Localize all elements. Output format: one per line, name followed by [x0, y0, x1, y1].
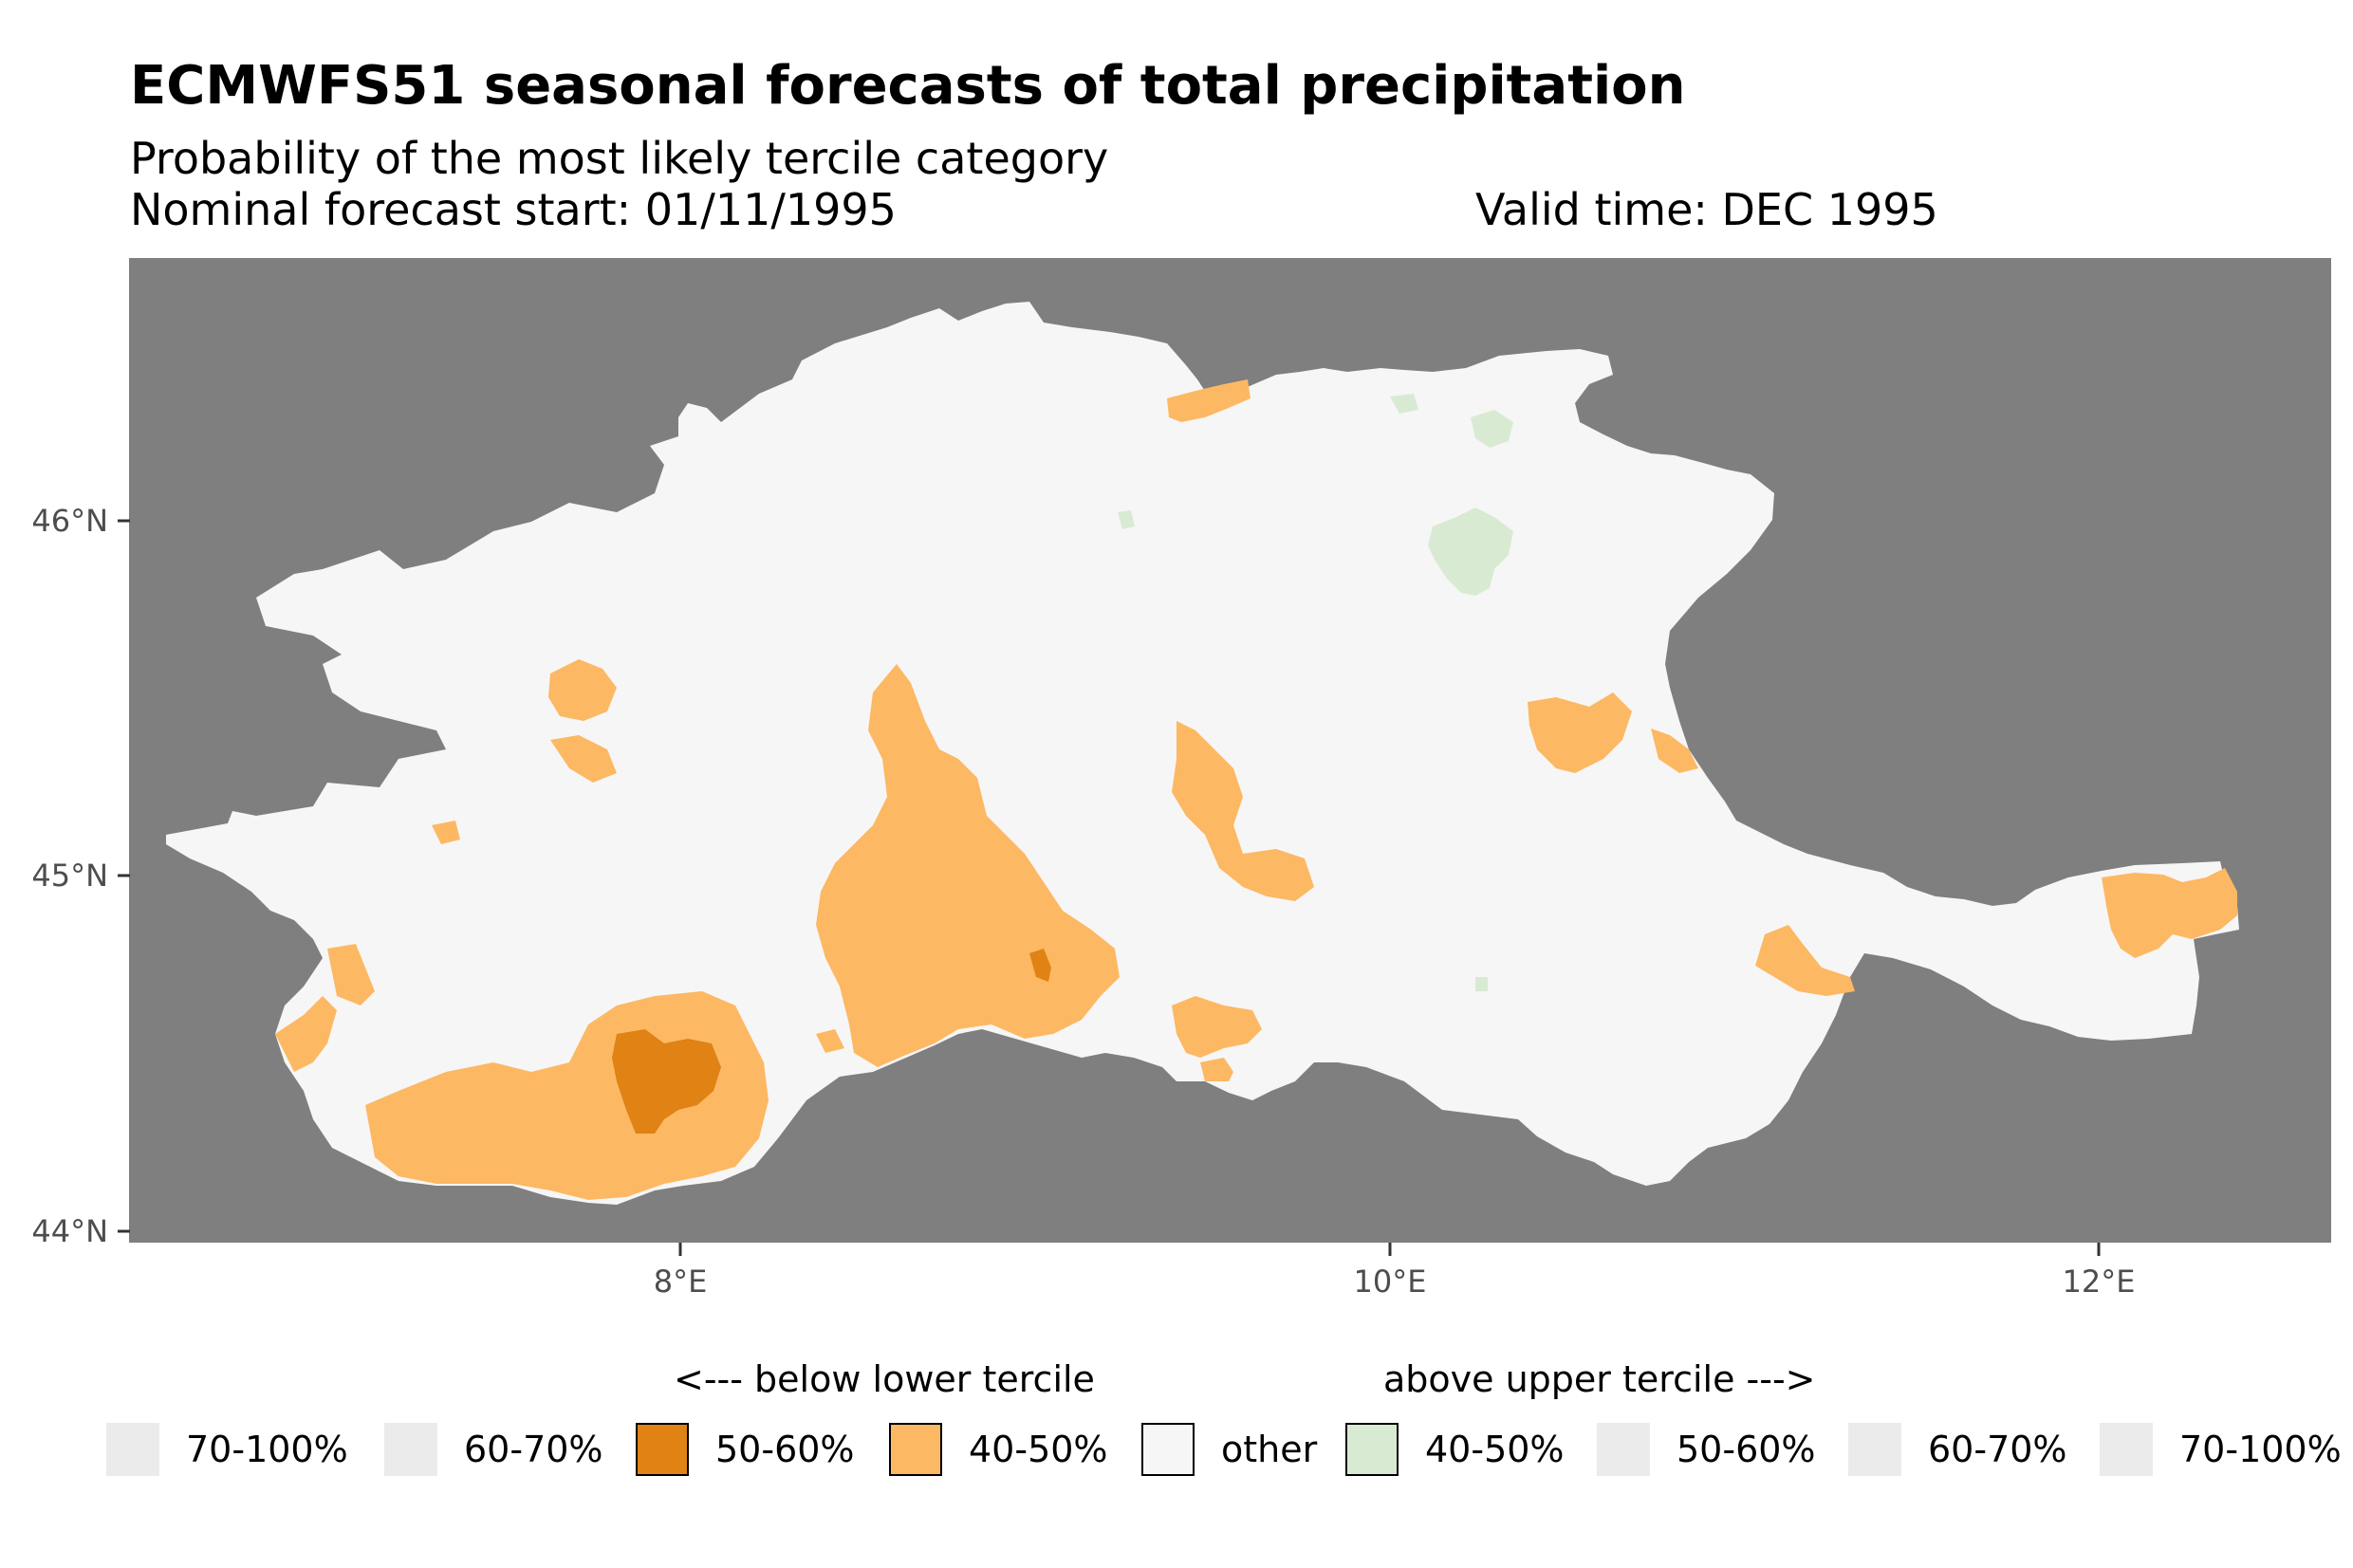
legend-key-below-50-60: [636, 1423, 689, 1476]
x-tick-label-10: 10°E: [1354, 1264, 1427, 1300]
legend-key-other: [1141, 1423, 1195, 1476]
region-above-40-50-small2: [1475, 977, 1488, 991]
region-below-40-50-southeast: [1755, 925, 1855, 996]
y-tick-label-45: 45°N: [31, 858, 108, 894]
legend-label-below-70-100: 70-100%: [186, 1429, 348, 1470]
legend-label-above-60-70: 60-70%: [1928, 1429, 2067, 1470]
legend-key-above-60-70: [1848, 1423, 1901, 1476]
region-below-40-50-west2: [432, 821, 460, 844]
region-below-40-50-west3: [816, 1029, 844, 1053]
legend-key-above-40-50: [1345, 1423, 1399, 1476]
legend-label-above-70-100: 70-100%: [2179, 1429, 2342, 1470]
legend-label-above-40-50: 40-50%: [1425, 1429, 1565, 1470]
legend-label-below-50-60: 50-60%: [715, 1429, 855, 1470]
legend-label-other: other: [1221, 1429, 1318, 1470]
below-50-60-regions: [612, 949, 1051, 1134]
valid-time-label: Valid time: DEC 1995: [1475, 184, 1938, 235]
above-40-50-regions: [1118, 394, 1513, 991]
legend-label-below-60-70: 60-70%: [464, 1429, 603, 1470]
region-below-40-50-lower-central2: [1200, 1058, 1233, 1081]
region-below-40-50-lower-central: [1172, 996, 1262, 1058]
x-tick-label-12: 12°E: [2063, 1264, 2136, 1300]
legend-below-header: <--- below lower tercile: [674, 1358, 1095, 1400]
x-tick-label-8: 8°E: [654, 1264, 708, 1300]
legend-above-header: above upper tercile --->: [1383, 1358, 1816, 1400]
region-above-40-50-north3: [1390, 394, 1418, 414]
region-below-40-50-southwest: [275, 996, 337, 1072]
region-below-40-50-northwest: [548, 659, 617, 721]
legend-item-above-40-50: 40-50%: [1345, 1420, 1565, 1479]
legend-key-below-60-70: [384, 1423, 437, 1476]
legend-item-other: other: [1141, 1420, 1317, 1479]
y-tick-label-46: 46°N: [31, 503, 108, 539]
legend-key-above-70-100: [2100, 1423, 2153, 1476]
region-below-40-50-north: [1167, 379, 1251, 422]
region-above-40-50-north2: [1471, 410, 1513, 448]
region-below-40-50-far-east: [2102, 868, 2237, 958]
region-above-40-50-small: [1118, 510, 1135, 529]
legend-item-below-60-70: 60-70%: [384, 1420, 603, 1479]
legend-item-below-40-50: 40-50%: [889, 1420, 1108, 1479]
region-below-40-50-northwest2: [550, 735, 617, 783]
legend-key-below-40-50: [889, 1423, 942, 1476]
legend-item-above-60-70: 60-70%: [1848, 1420, 2067, 1479]
region-below-50-60-south: [612, 1029, 721, 1134]
forecast-start-label: Nominal forecast start: 01/11/1995: [130, 184, 897, 235]
legend-item-below-70-100: 70-100%: [106, 1420, 348, 1479]
legend-label-above-50-60: 50-60%: [1677, 1429, 1816, 1470]
legend-label-below-40-50: 40-50%: [969, 1429, 1108, 1470]
region-below-40-50-west: [327, 944, 375, 1005]
legend-key-below-70-100: [106, 1423, 159, 1476]
region-below-50-60-central: [1029, 949, 1051, 982]
region-below-40-50-east-central: [1172, 721, 1314, 901]
legend-item-above-70-100: 70-100%: [2100, 1420, 2342, 1479]
legend-key-above-50-60: [1597, 1423, 1650, 1476]
y-tick-label-44: 44°N: [31, 1213, 108, 1249]
region-above-40-50-north: [1428, 507, 1513, 596]
chart-subtitle: Probability of the most likely tercile c…: [130, 133, 1109, 184]
legend-item-above-50-60: 50-60%: [1597, 1420, 1816, 1479]
chart-title: ECMWFS51 seasonal forecasts of total pre…: [130, 55, 1686, 117]
x-axis: 8°E 10°E 12°E: [654, 1243, 2136, 1300]
region-below-40-50-east: [1528, 692, 1632, 773]
y-axis: 46°N 45°N 44°N: [31, 258, 131, 1249]
legend-item-below-50-60: 50-60%: [636, 1420, 855, 1479]
region-below-40-50-adriatic: [1651, 729, 1698, 773]
